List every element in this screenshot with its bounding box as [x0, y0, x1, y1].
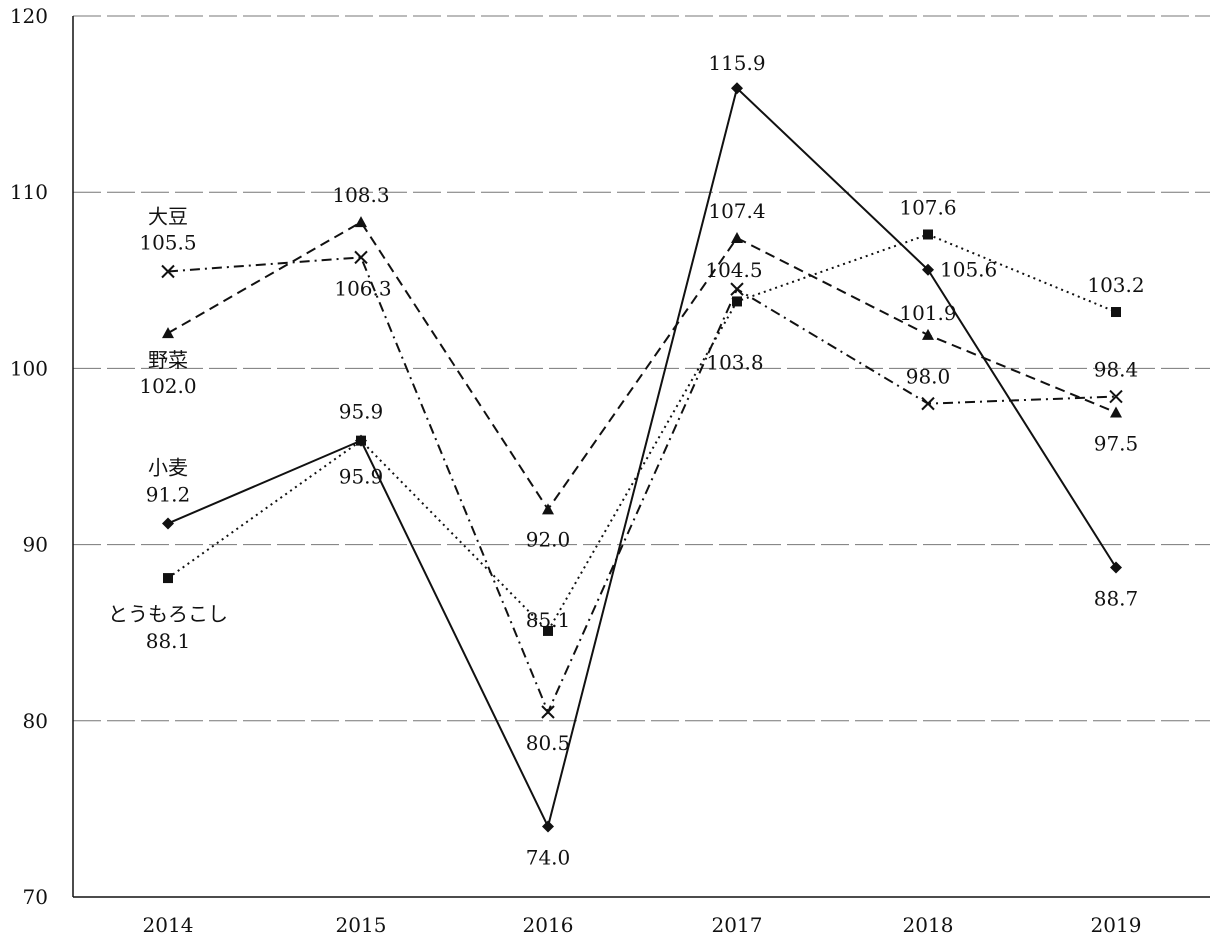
series-line-1 — [167, 233, 1117, 633]
y-tick-labels: 70 80 90 100 110 120 — [10, 4, 48, 909]
x-tick-label: 2015 — [336, 913, 387, 937]
data-point — [922, 263, 934, 276]
data-label: 80.5 — [526, 731, 571, 755]
data-label: 107.4 — [708, 199, 765, 223]
data-point — [162, 517, 174, 530]
series-lines — [167, 86, 1117, 830]
gridlines — [73, 15, 1210, 722]
data-point — [355, 216, 367, 228]
data-point — [731, 232, 743, 244]
data-labels: 91.2 95.9 74.0 115.9 105.6 88.7 88.1 95.9 85.1 10… — [139, 51, 1144, 869]
data-label: 103.2 — [1087, 273, 1144, 297]
data-label: 102.0 — [139, 374, 196, 398]
y-tick-label: 90 — [23, 533, 48, 557]
data-label: 74.0 — [526, 846, 571, 870]
data-point — [161, 264, 175, 279]
data-label: 98.4 — [1094, 358, 1139, 382]
data-point — [1110, 406, 1122, 418]
y-tick-label: 80 — [23, 709, 48, 733]
data-label: 107.6 — [899, 195, 956, 219]
y-tick-label: 70 — [23, 885, 48, 909]
data-point — [541, 705, 555, 719]
data-label: 97.5 — [1094, 431, 1139, 455]
data-point — [542, 503, 554, 515]
data-label: 91.2 — [146, 482, 191, 506]
series-line-2 — [167, 256, 1117, 715]
data-label: 105.5 — [139, 230, 196, 254]
data-point — [356, 435, 366, 446]
series-line-0 — [167, 86, 1117, 830]
data-label: 104.5 — [705, 258, 762, 282]
data-label: 92.0 — [526, 527, 571, 551]
data-point — [354, 250, 368, 265]
series-markers — [161, 82, 1123, 833]
axes — [72, 16, 1210, 898]
data-label: 95.9 — [339, 465, 384, 489]
y-tick-label: 100 — [10, 356, 48, 380]
data-label: 88.1 — [146, 629, 191, 653]
series-name-label: 小麦 — [148, 455, 188, 479]
series-name-label: とうもろこし — [108, 602, 228, 626]
data-point — [923, 229, 933, 240]
data-label: 103.8 — [706, 350, 763, 374]
data-point — [543, 625, 553, 636]
x-tick-labels: 2014 2015 2016 2017 2018 2019 — [143, 913, 1142, 937]
series-line-3 — [167, 220, 1117, 512]
data-point — [731, 82, 743, 95]
data-label: 105.6 — [940, 258, 997, 282]
data-point — [542, 820, 554, 833]
series-name-label: 大豆 — [148, 204, 188, 228]
y-tick-label: 120 — [10, 4, 48, 28]
data-label: 95.9 — [339, 400, 384, 424]
data-point — [1109, 389, 1123, 404]
data-label: 101.9 — [899, 301, 956, 325]
x-tick-label: 2019 — [1091, 913, 1142, 937]
data-label: 115.9 — [708, 51, 765, 75]
data-label: 88.7 — [1094, 587, 1139, 611]
data-point — [730, 282, 744, 296]
x-tick-label: 2016 — [523, 913, 574, 937]
data-point — [163, 573, 173, 584]
data-label: 98.0 — [906, 365, 951, 389]
data-point — [922, 328, 934, 340]
x-tick-label: 2018 — [903, 913, 954, 937]
data-point — [1110, 561, 1122, 574]
data-label: 108.3 — [332, 183, 389, 207]
x-tick-label: 2017 — [712, 913, 763, 937]
series-name-label: 野菜 — [148, 348, 188, 372]
data-point — [162, 327, 174, 339]
data-label: 106.3 — [334, 276, 391, 300]
data-point — [1111, 307, 1121, 318]
data-point — [732, 296, 742, 307]
x-tick-label: 2014 — [143, 913, 194, 937]
y-tick-label: 110 — [10, 180, 48, 204]
data-point — [921, 396, 935, 411]
data-label: 85.1 — [526, 608, 571, 632]
